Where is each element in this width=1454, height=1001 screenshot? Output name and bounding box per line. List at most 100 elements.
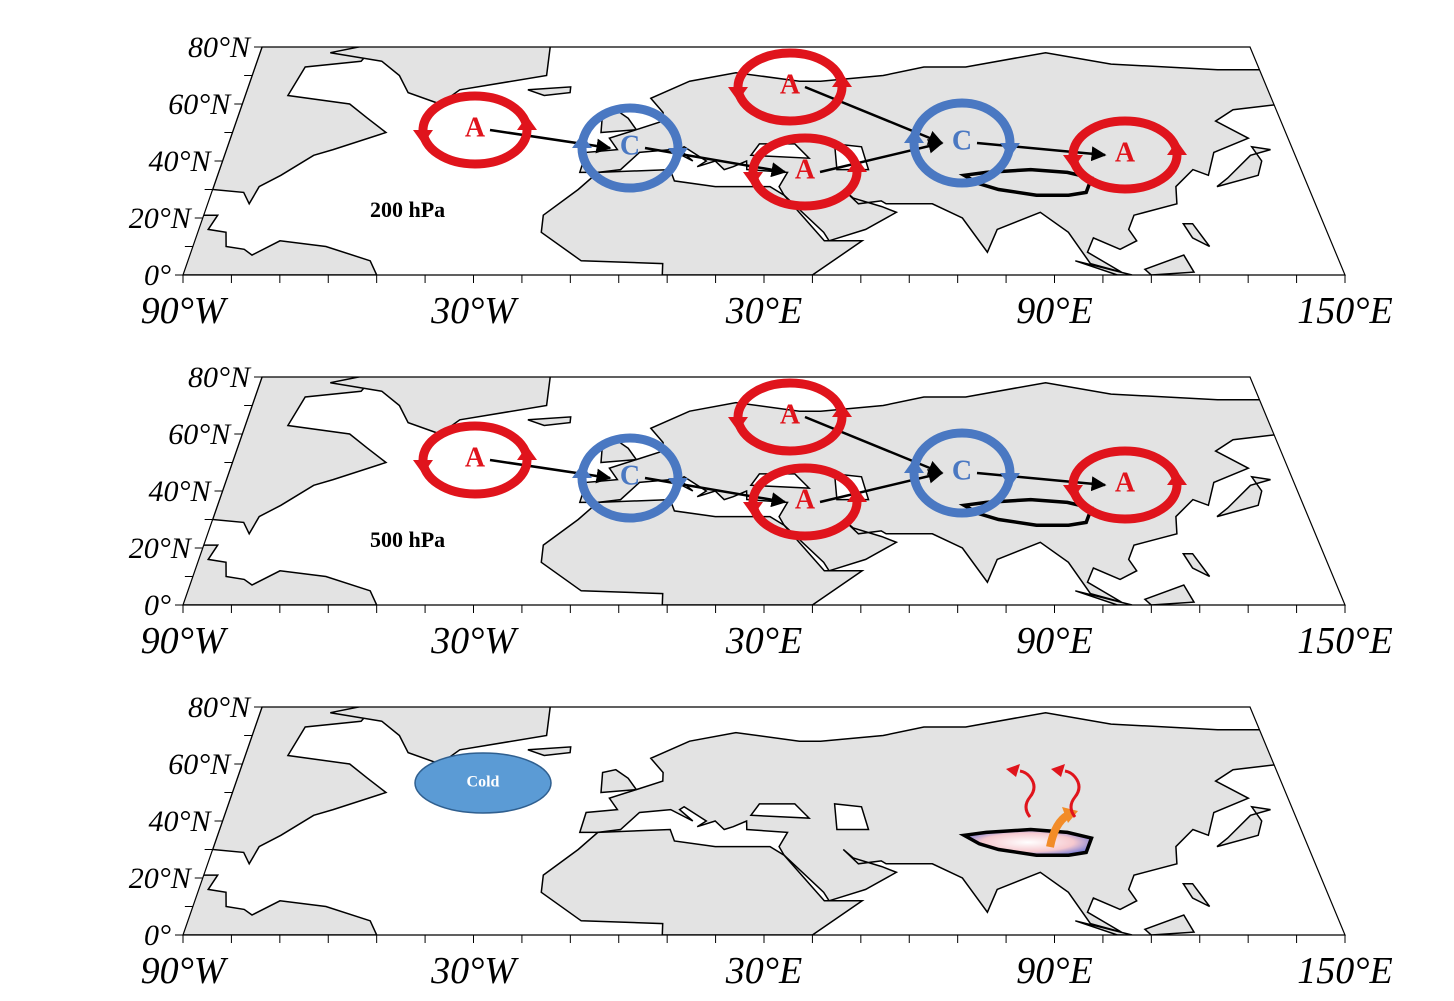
circulation-ring [748, 501, 862, 541]
propagation-arrow [644, 476, 787, 508]
land [183, 214, 378, 275]
cold-anomaly [414, 752, 552, 814]
map-panel: 80°N 60°N 40°N 20°N 0°90°W 30°W 30°E 90°E 150°E C… [129, 691, 1393, 992]
circulation-ring [733, 416, 847, 456]
land [527, 746, 572, 757]
propagation-arrow [819, 468, 944, 504]
lon-label: 90°E [1016, 620, 1092, 662]
ring-arrowhead [1000, 473, 1020, 487]
ring-arrowhead [728, 417, 748, 431]
land [540, 168, 865, 275]
land [211, 377, 388, 536]
land [540, 828, 865, 935]
system-label: C [952, 455, 972, 486]
lat-label: 80°N [188, 31, 252, 64]
land [211, 707, 388, 866]
lon-label: 30°W [430, 290, 519, 332]
ring-arrowhead [832, 73, 852, 87]
land [527, 86, 572, 97]
propagation-arrow [644, 146, 787, 178]
lon-label: 30°E [725, 620, 802, 662]
lat-label: 60°N [168, 748, 232, 781]
system-label: A [780, 399, 801, 430]
lat-label: 60°N [168, 88, 232, 121]
ring-arrowhead [1063, 155, 1083, 169]
propagation-arrow [976, 471, 1107, 492]
lat-label: 60°N [168, 418, 232, 451]
land [1143, 254, 1196, 275]
ring-arrowhead [904, 129, 924, 143]
lon-label: 90°E [1016, 290, 1092, 332]
ring-arrowhead [413, 460, 433, 474]
lon-label: 90°W [141, 620, 229, 662]
lat-label: 0° [144, 589, 171, 622]
ring-arrowhead [847, 488, 867, 502]
lat-label: 40°N [148, 145, 212, 178]
land [330, 377, 552, 435]
tibetan-plateau [958, 827, 1094, 857]
heat-wave [1019, 769, 1036, 818]
circulation-ring [418, 459, 532, 499]
cold-label: Cold [467, 774, 500, 791]
lon-label: 150°E [1297, 290, 1392, 332]
circulation-ring [733, 378, 847, 418]
ring-arrowhead [743, 502, 763, 516]
heat-wave [1064, 769, 1081, 818]
lat-label: 20°N [129, 532, 193, 565]
tibetan-plateau [958, 167, 1094, 197]
propagation-arrow [489, 458, 612, 484]
land [1143, 584, 1196, 605]
ring-arrowhead [668, 148, 688, 162]
lat-label: 20°N [129, 862, 193, 895]
lon-label: 90°W [141, 950, 229, 992]
circulation-ring [748, 171, 862, 211]
ring-arrowhead [1000, 143, 1020, 157]
system-label: C [952, 125, 972, 156]
ring-arrowhead [1167, 471, 1187, 485]
ring-arrowhead [1063, 485, 1083, 499]
ring-arrowhead [1167, 141, 1187, 155]
system-label: A [780, 69, 801, 100]
ring-arrowhead [832, 403, 852, 417]
propagation-arrow [489, 128, 612, 154]
map-panel: 80°N 60°N 40°N 20°N 0°90°W 30°W 30°E 90°E 150°E 2… [129, 31, 1393, 332]
system-label: A [795, 154, 816, 185]
propagation-arrow [819, 138, 944, 174]
land [1181, 882, 1211, 908]
land [1216, 475, 1271, 518]
circulation-ring [1068, 154, 1182, 194]
circulation-ring [909, 428, 1015, 474]
uplift-arrowhead [1062, 807, 1078, 823]
ring-arrowhead [572, 134, 592, 148]
circulation-ring [418, 129, 532, 169]
land [1216, 805, 1271, 848]
land [600, 768, 638, 794]
system-label: A [465, 442, 486, 473]
circulation-ring [748, 463, 862, 503]
land [1075, 920, 1133, 935]
land [1075, 590, 1133, 605]
lon-label: 90°W [141, 290, 229, 332]
circulation-ring [733, 86, 847, 126]
lat-label: 0° [144, 259, 171, 292]
lat-label: 40°N [148, 475, 212, 508]
ring-arrowhead [743, 172, 763, 186]
land [183, 874, 378, 935]
circulation-ring [733, 48, 847, 88]
system-label: C [620, 130, 640, 161]
ring-arrowhead [517, 116, 537, 130]
circulation-ring [577, 147, 683, 193]
system-label: A [465, 112, 486, 143]
land [540, 498, 865, 605]
circulation-ring [909, 98, 1015, 144]
lon-label: 150°E [1297, 950, 1392, 992]
system-label: A [795, 484, 816, 515]
pressure-level: 500 hPa [370, 527, 445, 552]
lat-label: 80°N [188, 361, 252, 394]
ring-arrowhead [517, 446, 537, 460]
lon-label: 30°E [725, 290, 802, 332]
circulation-ring [577, 433, 683, 479]
circulation-ring [577, 477, 683, 523]
sea [749, 803, 812, 819]
